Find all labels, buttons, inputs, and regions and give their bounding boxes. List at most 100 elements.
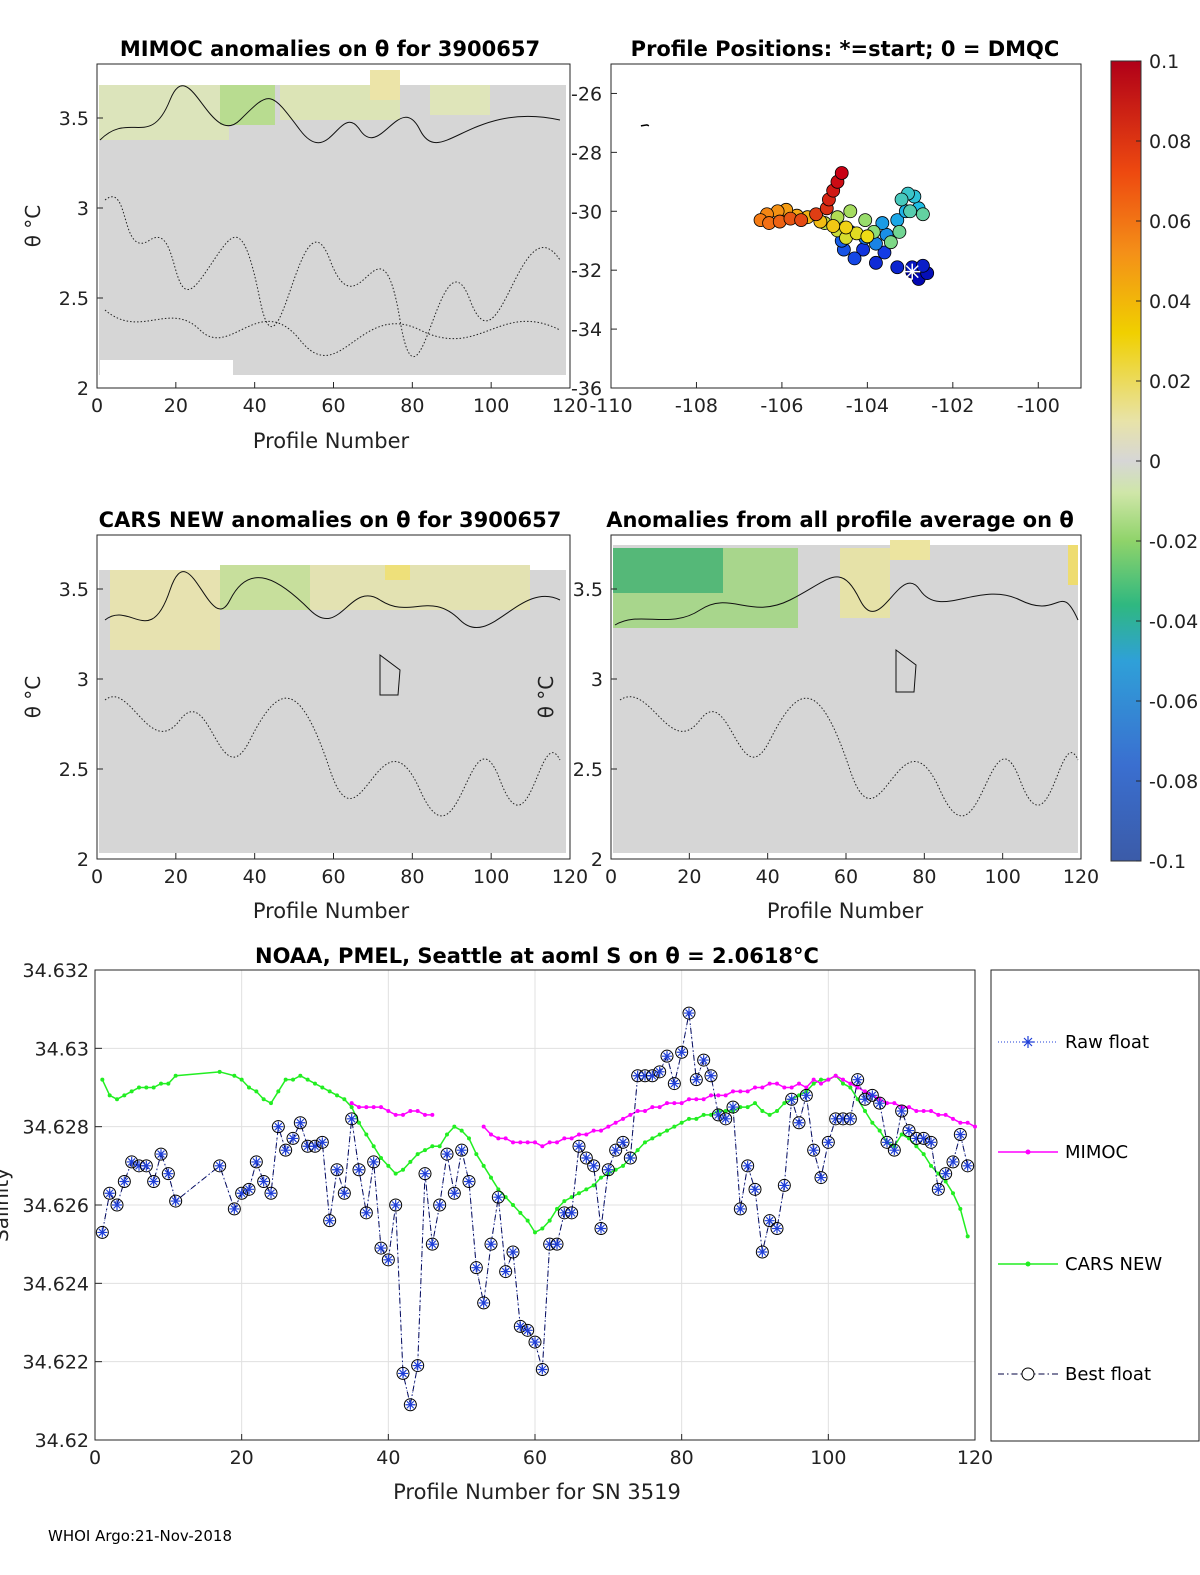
best-float-marker	[917, 1131, 931, 1145]
legend-label: Best float	[1065, 1364, 1151, 1385]
raw-float-marker	[236, 1188, 247, 1199]
best-float-marker	[770, 1222, 784, 1235]
footer-stamp: WHOI Argo:21-Nov-2018	[48, 1527, 232, 1545]
best-float-marker	[271, 1120, 285, 1134]
best-float-marker	[741, 1159, 755, 1173]
mimoc-point	[628, 1112, 633, 1117]
best-float-marker	[117, 1175, 131, 1188]
cars-new-point	[723, 1109, 728, 1113]
raw-float-marker	[339, 1188, 350, 1199]
mimoc-point	[665, 1101, 669, 1106]
best-float-marker	[491, 1190, 505, 1204]
mimoc-point	[753, 1085, 757, 1090]
cars-new-point	[217, 1069, 222, 1074]
raw-float-marker	[449, 1188, 460, 1199]
positions-x-tick-label: -106	[760, 395, 803, 417]
raw-float-marker	[728, 1102, 738, 1113]
mimoc-point	[349, 1101, 354, 1106]
salinity-x-tick-label: 60	[523, 1447, 547, 1469]
profile-position-marker	[894, 192, 909, 207]
cars-panel-title: CARS NEW anomalies on θ for 3900657	[99, 508, 562, 532]
best-float-marker	[403, 1398, 417, 1412]
profile-position-marker	[883, 235, 898, 250]
colorbar-tick-label: 0.04	[1149, 291, 1191, 313]
raw-float-marker	[156, 1149, 166, 1160]
best-float-marker	[103, 1186, 117, 1200]
raw-float-marker	[141, 1160, 152, 1171]
best-float-marker	[315, 1135, 329, 1149]
raw-float-marker	[581, 1153, 592, 1163]
mimoc-point	[511, 1140, 515, 1145]
best-float-marker	[374, 1241, 388, 1255]
best-float-marker	[367, 1155, 381, 1169]
best-float-marker	[587, 1159, 601, 1173]
cars-new-point	[775, 1109, 779, 1113]
salinity-x-tick-label: 0	[89, 1447, 101, 1469]
salinity-y-tick-label: 34.632	[23, 960, 89, 982]
salinity-y-tick-label: 34.626	[23, 1195, 89, 1217]
best-float-marker	[873, 1096, 887, 1110]
salinity-y-tick-label: 34.63	[35, 1038, 89, 1060]
mimoc-point	[811, 1077, 816, 1082]
cars-new-point	[452, 1124, 457, 1129]
best-float-marker	[645, 1069, 659, 1083]
cars-new-point	[745, 1105, 750, 1110]
avg-panel-title: Anomalies from all profile average on θ	[606, 508, 1074, 532]
raw-float-marker	[134, 1160, 144, 1171]
raw-float-marker	[324, 1215, 335, 1226]
raw-float-marker	[706, 1070, 716, 1081]
positions-x-tick-label: -108	[675, 395, 718, 417]
colorbar-tick-label: 0.06	[1149, 211, 1191, 233]
mimoc-point	[745, 1089, 750, 1094]
best-float-marker	[653, 1065, 667, 1079]
raw-float-marker	[823, 1137, 834, 1148]
salinity-x-tick-label: 40	[376, 1447, 400, 1469]
cars-x-tick-label: 40	[243, 866, 267, 888]
best-float-marker	[851, 1073, 865, 1087]
mimoc-point	[958, 1120, 963, 1125]
best-float-marker	[843, 1112, 857, 1126]
best-float-marker	[227, 1202, 241, 1216]
legend-label: MIMOC	[1065, 1142, 1128, 1163]
raw-float-marker	[244, 1184, 254, 1195]
raw-float-marker	[918, 1133, 929, 1144]
mimoc-point	[503, 1136, 508, 1141]
best-float-marker	[469, 1261, 483, 1275]
mimoc-green-patch	[220, 85, 275, 125]
best-float-marker	[895, 1104, 909, 1118]
raw-float-marker	[662, 1051, 672, 1062]
raw-float-marker	[574, 1141, 584, 1152]
best-float-marker	[257, 1175, 271, 1188]
raw-float-marker	[684, 1008, 694, 1019]
raw-float-marker	[310, 1141, 320, 1152]
cars-new-point	[115, 1097, 119, 1102]
raw-float-marker	[669, 1078, 680, 1089]
cars-x-label: Profile Number	[253, 899, 410, 923]
legend-cars-marker	[1025, 1261, 1031, 1267]
mimoc-point	[606, 1124, 611, 1129]
best-float-marker	[887, 1143, 901, 1157]
best-float-marker	[675, 1045, 689, 1059]
raw-float-marker	[896, 1106, 907, 1116]
mimoc-point	[738, 1089, 743, 1094]
raw-float-marker	[486, 1239, 496, 1250]
best-float-marker	[242, 1182, 256, 1196]
cars-contour	[104, 696, 561, 817]
best-float-marker	[565, 1206, 579, 1220]
colorbar-tick-label: -0.02	[1149, 531, 1198, 553]
profile-position-marker	[877, 245, 892, 260]
cars-new-point	[159, 1081, 163, 1086]
avg-contour	[619, 696, 1079, 817]
cars-new-point	[489, 1175, 493, 1180]
raw-float-marker	[757, 1247, 768, 1257]
mimoc-point	[518, 1140, 523, 1145]
raw-float-marker	[493, 1192, 504, 1203]
profile-position-marker	[839, 220, 853, 235]
cars-new-point	[943, 1179, 948, 1184]
cars-new-point	[166, 1081, 171, 1086]
raw-float-marker	[647, 1070, 658, 1081]
cars-new-point	[511, 1203, 515, 1207]
avg-yellow-patch	[1068, 545, 1078, 585]
raw-float-marker	[786, 1094, 797, 1105]
cars-new-point	[921, 1152, 926, 1157]
